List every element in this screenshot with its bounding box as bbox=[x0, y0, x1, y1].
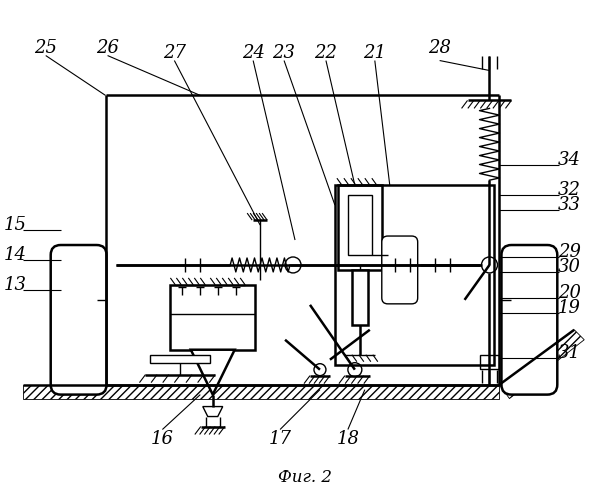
Text: 31: 31 bbox=[558, 344, 581, 361]
Text: 24: 24 bbox=[242, 44, 265, 62]
Bar bbox=[23, 384, 500, 398]
Bar bbox=[170, 285, 255, 350]
Circle shape bbox=[348, 362, 362, 376]
Text: 21: 21 bbox=[364, 44, 386, 62]
Text: 30: 30 bbox=[558, 258, 581, 276]
Text: 26: 26 bbox=[96, 38, 119, 56]
Polygon shape bbox=[203, 406, 223, 416]
Text: 18: 18 bbox=[336, 430, 359, 448]
Text: 32: 32 bbox=[558, 181, 581, 199]
Text: Фиг. 2: Фиг. 2 bbox=[278, 469, 332, 486]
Text: 23: 23 bbox=[273, 44, 296, 62]
Text: 17: 17 bbox=[268, 430, 292, 448]
Text: 22: 22 bbox=[314, 44, 337, 62]
Text: 19: 19 bbox=[558, 299, 581, 317]
Polygon shape bbox=[191, 350, 235, 395]
Bar bbox=[348, 195, 372, 255]
Text: 34: 34 bbox=[558, 151, 581, 169]
Polygon shape bbox=[500, 330, 584, 398]
Circle shape bbox=[285, 257, 301, 273]
Bar bbox=[338, 185, 382, 270]
Bar bbox=[352, 270, 368, 325]
Text: 15: 15 bbox=[3, 216, 26, 234]
Text: 25: 25 bbox=[34, 38, 57, 56]
Circle shape bbox=[314, 364, 326, 376]
Text: 28: 28 bbox=[428, 38, 451, 56]
FancyBboxPatch shape bbox=[51, 245, 107, 394]
Text: 14: 14 bbox=[3, 246, 26, 264]
Text: 33: 33 bbox=[558, 196, 581, 214]
Text: 16: 16 bbox=[151, 430, 174, 448]
Bar bbox=[151, 354, 210, 362]
Text: 29: 29 bbox=[558, 243, 581, 261]
Bar bbox=[335, 185, 495, 364]
Circle shape bbox=[481, 257, 498, 273]
Text: 20: 20 bbox=[558, 284, 581, 302]
FancyBboxPatch shape bbox=[501, 245, 558, 394]
Text: 13: 13 bbox=[3, 276, 26, 294]
Text: 27: 27 bbox=[163, 44, 186, 62]
Bar bbox=[479, 354, 500, 368]
FancyBboxPatch shape bbox=[382, 236, 418, 304]
